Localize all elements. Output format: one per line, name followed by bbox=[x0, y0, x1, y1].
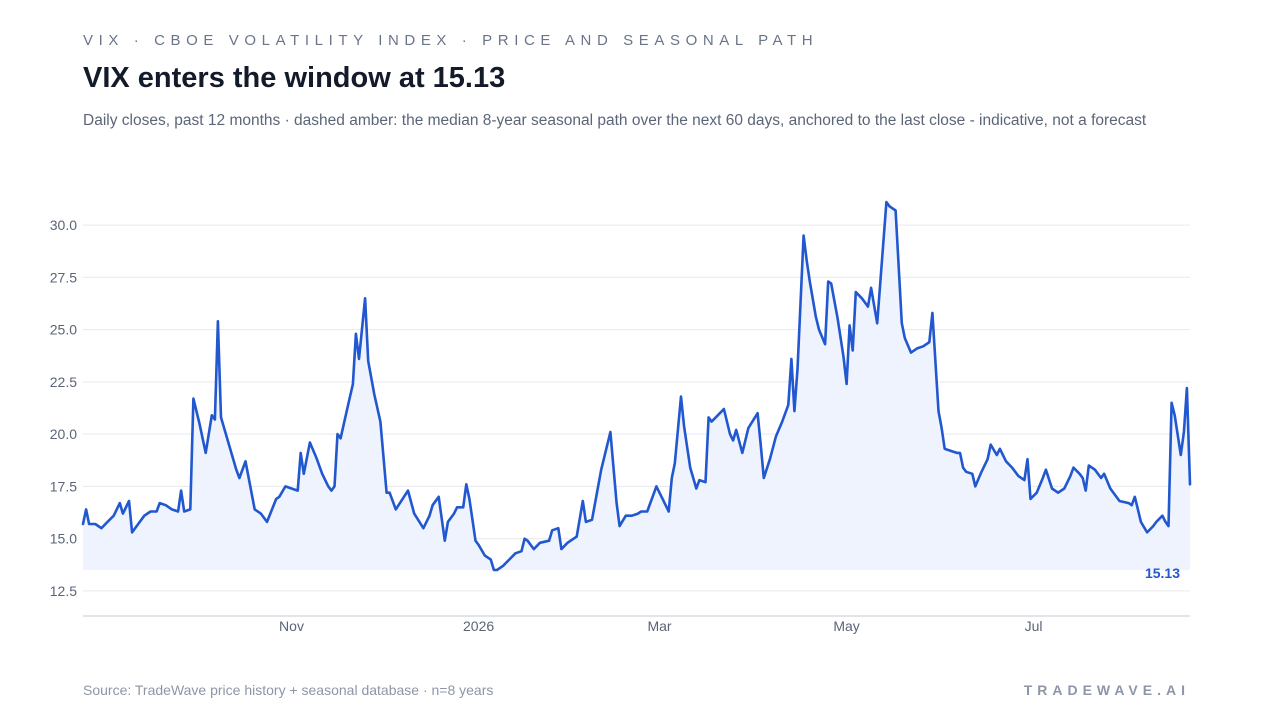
y-tick-label: 27.5 bbox=[50, 269, 77, 285]
grid-lines bbox=[83, 224, 1190, 592]
x-tick-label: Jul bbox=[1025, 618, 1043, 634]
x-tick-label: 2026 bbox=[463, 618, 494, 634]
y-tick-label: 12.5 bbox=[50, 583, 77, 599]
y-tick-label: 30.0 bbox=[50, 217, 77, 233]
chart-subtitle: Daily closes, past 12 months · dashed am… bbox=[83, 112, 1147, 129]
x-tick-labels: Nov 2026 Mar May Jul bbox=[279, 618, 1043, 634]
series-line bbox=[81, 200, 1192, 572]
y-tick-labels: 12.5 15.0 17.5 20.0 22.5 25.0 27.5 30.0 bbox=[50, 217, 77, 599]
chart-kicker: VIX · CBOE VOLATILITY INDEX · PRICE AND … bbox=[83, 32, 819, 49]
x-tick-label: Nov bbox=[279, 618, 304, 634]
x-tick-label: Mar bbox=[647, 618, 671, 634]
y-tick-label: 17.5 bbox=[50, 478, 77, 494]
last-value-label: 15.13 bbox=[1145, 565, 1180, 581]
area-fill-layer bbox=[83, 202, 1190, 570]
x-tick-label: May bbox=[833, 618, 859, 634]
y-tick-label: 20.0 bbox=[50, 426, 77, 442]
chart-title: VIX enters the window at 15.13 bbox=[83, 62, 506, 94]
y-tick-label: 15.0 bbox=[50, 531, 77, 547]
y-tick-label: 22.5 bbox=[50, 374, 77, 390]
area-fill bbox=[83, 202, 1190, 570]
source-note: Source: TradeWave price history + season… bbox=[83, 682, 494, 698]
brand-wordmark: TRADEWAVE.AI bbox=[1023, 682, 1190, 698]
line-layer bbox=[81, 200, 1192, 572]
annotations: 15.13 bbox=[1145, 565, 1180, 581]
y-tick-label: 25.0 bbox=[50, 322, 77, 338]
